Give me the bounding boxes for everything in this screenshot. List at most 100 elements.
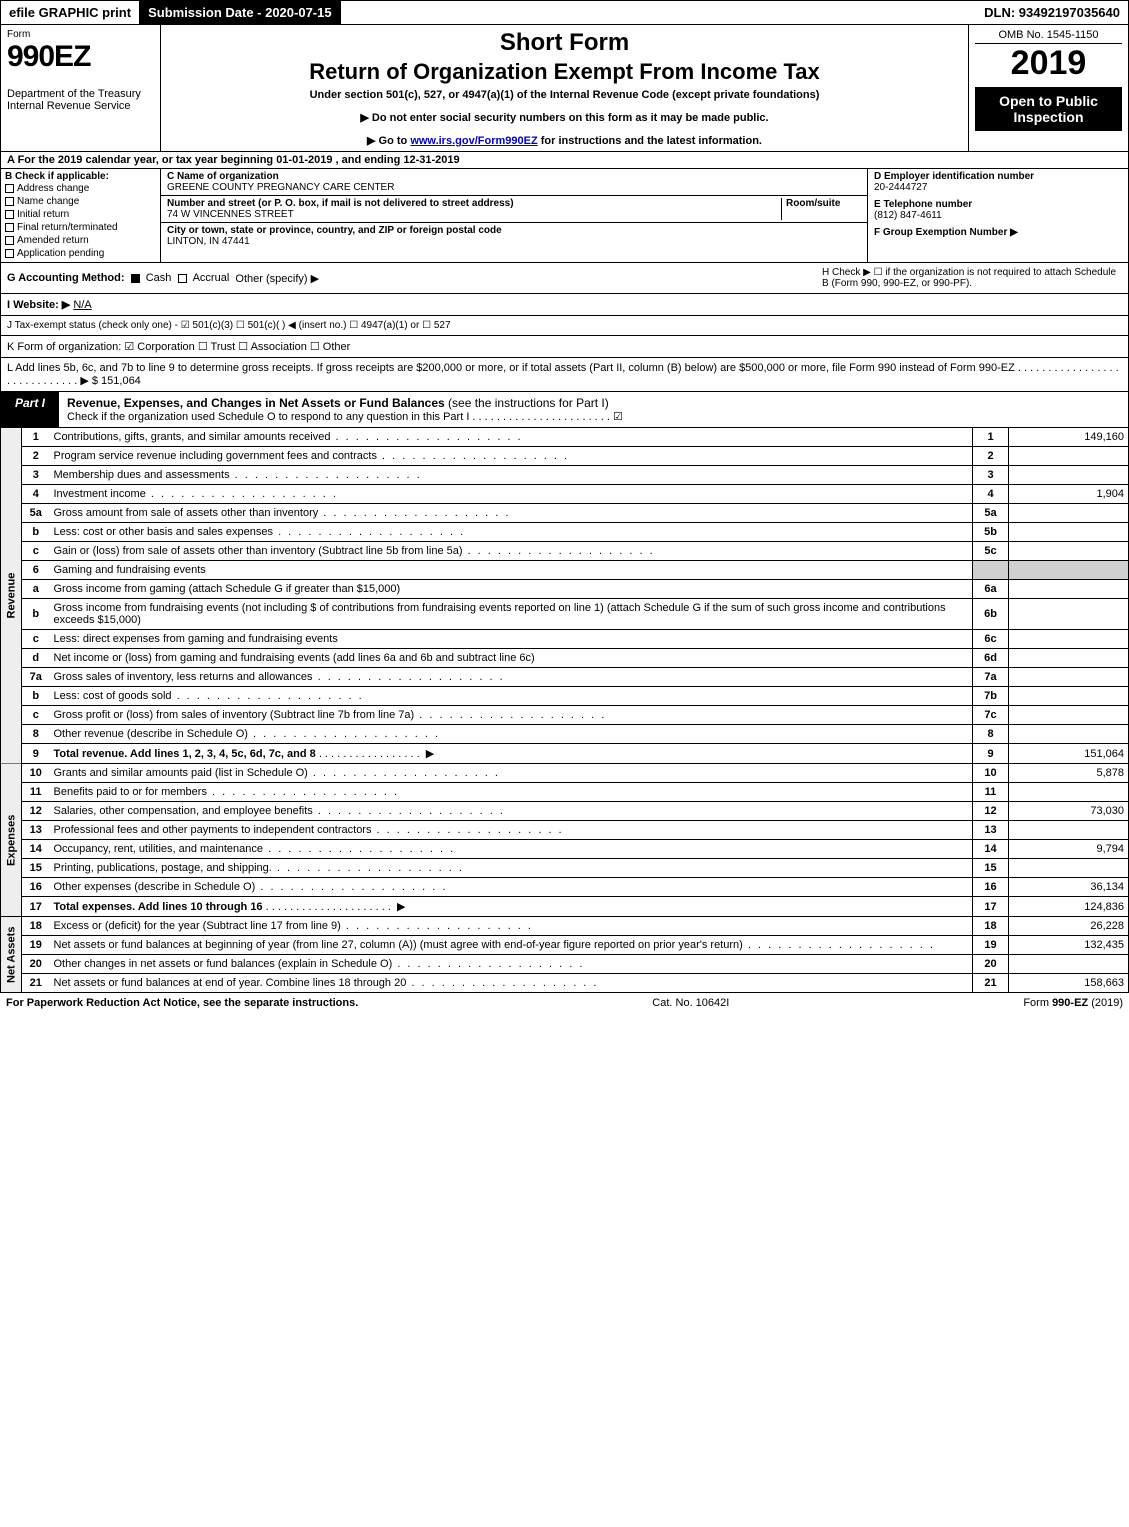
ck-name-change[interactable]: Name change — [5, 195, 156, 208]
line-19: 19Net assets or fund balances at beginni… — [1, 936, 1129, 955]
goto-line: ▶ Go to www.irs.gov/Form990EZ for instru… — [167, 134, 962, 147]
line-6b: bGross income from fundraising events (n… — [1, 599, 1129, 630]
line-7a: 7aGross sales of inventory, less returns… — [1, 668, 1129, 687]
ck-initial-return[interactable]: Initial return — [5, 208, 156, 221]
efile-print-label[interactable]: efile GRAPHIC print — [1, 1, 140, 24]
ck-amended-return[interactable]: Amended return — [5, 234, 156, 247]
part1-header: Part I Revenue, Expenses, and Changes in… — [0, 391, 1129, 428]
part1-title: Revenue, Expenses, and Changes in Net As… — [59, 392, 1128, 427]
group-exemption-label: F Group Exemption Number ▶ — [874, 227, 1122, 238]
org-name-label: C Name of organization — [167, 171, 279, 182]
footer-right: Form 990-EZ (2019) — [1023, 997, 1123, 1009]
return-title: Return of Organization Exempt From Incom… — [167, 59, 962, 85]
ck-cash[interactable] — [131, 274, 140, 283]
footer-left: For Paperwork Reduction Act Notice, see … — [6, 997, 358, 1009]
line-4: 4Investment income41,904 — [1, 485, 1129, 504]
line-21: 21Net assets or fund balances at end of … — [1, 974, 1129, 993]
line-17: 17Total expenses. Add lines 10 through 1… — [1, 897, 1129, 917]
city-label: City or town, state or province, country… — [167, 225, 502, 236]
tax-year: 2019 — [975, 44, 1122, 83]
row-l-gross-receipts: L Add lines 5b, 6c, and 7b to line 9 to … — [0, 357, 1129, 391]
dln-label: DLN: 93492197035640 — [976, 1, 1128, 24]
line-9: 9Total revenue. Add lines 1, 2, 3, 4, 5c… — [1, 744, 1129, 764]
omb-number: OMB No. 1545-1150 — [975, 29, 1122, 44]
form-number: 990EZ — [7, 40, 154, 74]
ck-final-return[interactable]: Final return/terminated — [5, 221, 156, 234]
line-20: 20Other changes in net assets or fund ba… — [1, 955, 1129, 974]
tel-label: E Telephone number — [874, 199, 1122, 210]
info-grid: B Check if applicable: Address change Na… — [0, 169, 1129, 262]
city-value: LINTON, IN 47441 — [167, 236, 250, 247]
ck-accrual[interactable] — [178, 274, 187, 283]
line-5c: cGain or (loss) from sale of assets othe… — [1, 542, 1129, 561]
submission-date: Submission Date - 2020-07-15 — [140, 1, 341, 24]
line-6c: cLess: direct expenses from gaming and f… — [1, 630, 1129, 649]
line-15: 15Printing, publications, postage, and s… — [1, 859, 1129, 878]
line-16: 16Other expenses (describe in Schedule O… — [1, 878, 1129, 897]
part1-tag: Part I — [1, 392, 59, 427]
header-right: OMB No. 1545-1150 2019 Open to Public In… — [968, 25, 1128, 151]
under-section: Under section 501(c), 527, or 4947(a)(1)… — [167, 89, 962, 101]
cash-label: Cash — [146, 272, 172, 284]
top-bar: efile GRAPHIC print Submission Date - 20… — [0, 0, 1129, 25]
form-word: Form — [7, 29, 154, 40]
row-k-form-org: K Form of organization: ☑ Corporation ☐ … — [0, 335, 1129, 357]
street-label: Number and street (or P. O. box, if mail… — [167, 198, 514, 209]
line-6a: aGross income from gaming (attach Schedu… — [1, 580, 1129, 599]
dept-irs: Internal Revenue Service — [7, 100, 154, 112]
header-center: Short Form Return of Organization Exempt… — [161, 25, 968, 151]
goto-pre: ▶ Go to — [367, 135, 410, 147]
short-form-title: Short Form — [167, 29, 962, 57]
line-2: 2Program service revenue including gover… — [1, 447, 1129, 466]
line-13: 13Professional fees and other payments t… — [1, 821, 1129, 840]
line-8: 8Other revenue (describe in Schedule O)8 — [1, 725, 1129, 744]
line-7b: bLess: cost of goods sold7b — [1, 687, 1129, 706]
line-6d: dNet income or (loss) from gaming and fu… — [1, 649, 1129, 668]
cell-city: City or town, state or province, country… — [161, 223, 867, 249]
ck-application-pending[interactable]: Application pending — [5, 247, 156, 260]
col-d-right: D Employer identification number 20-2444… — [868, 169, 1128, 262]
ein-value: 20-2444727 — [874, 182, 1122, 193]
line-7c: cGross profit or (loss) from sales of in… — [1, 706, 1129, 725]
line-6: 6Gaming and fundraising events — [1, 561, 1129, 580]
row-a-taxyear: A For the 2019 calendar year, or tax yea… — [0, 152, 1129, 169]
header-left: Form 990EZ Department of the Treasury In… — [1, 25, 161, 151]
col-c-org-info: C Name of organization GREENE COUNTY PRE… — [161, 169, 868, 262]
goto-post: for instructions and the latest informat… — [538, 135, 762, 147]
form-header: Form 990EZ Department of the Treasury In… — [0, 25, 1129, 152]
irs-link[interactable]: www.irs.gov/Form990EZ — [410, 135, 537, 147]
ck-address-change[interactable]: Address change — [5, 182, 156, 195]
row-i-website: I Website: ▶ N/A — [0, 293, 1129, 315]
street-value: 74 W VINCENNES STREET — [167, 209, 294, 220]
revenue-side-label: Revenue — [1, 428, 22, 764]
expenses-side-label: Expenses — [1, 764, 22, 917]
line-12: 12Salaries, other compensation, and empl… — [1, 802, 1129, 821]
page-footer: For Paperwork Reduction Act Notice, see … — [0, 993, 1129, 1013]
line-11: 11Benefits paid to or for members11 — [1, 783, 1129, 802]
line-10: Expenses 10Grants and similar amounts pa… — [1, 764, 1129, 783]
dept-treasury: Department of the Treasury — [7, 88, 154, 100]
line-18: Net Assets 18Excess or (deficit) for the… — [1, 917, 1129, 936]
part1-sub: Check if the organization used Schedule … — [67, 410, 1120, 423]
accrual-label: Accrual — [193, 272, 230, 284]
line-14: 14Occupancy, rent, utilities, and mainte… — [1, 840, 1129, 859]
lines-table: Revenue 1Contributions, gifts, grants, a… — [0, 428, 1129, 993]
other-label: Other (specify) ▶ — [235, 272, 319, 285]
line-1: Revenue 1Contributions, gifts, grants, a… — [1, 428, 1129, 447]
ssn-warning: ▶ Do not enter social security numbers o… — [167, 111, 962, 124]
col-b-checkboxes: B Check if applicable: Address change Na… — [1, 169, 161, 262]
line-3: 3Membership dues and assessments3 — [1, 466, 1129, 485]
line-5a: 5aGross amount from sale of assets other… — [1, 504, 1129, 523]
cell-street: Number and street (or P. O. box, if mail… — [161, 196, 867, 223]
tel-value: (812) 847-4611 — [874, 210, 1122, 221]
website-value: N/A — [73, 299, 91, 311]
netassets-side-label: Net Assets — [1, 917, 22, 993]
cell-org-name: C Name of organization GREENE COUNTY PRE… — [161, 169, 867, 196]
row-g-accounting: G Accounting Method: Cash Accrual Other … — [0, 262, 1129, 293]
room-label: Room/suite — [786, 198, 840, 209]
ein-label: D Employer identification number — [874, 171, 1122, 182]
g-label: G Accounting Method: — [7, 272, 125, 284]
line-5b: bLess: cost or other basis and sales exp… — [1, 523, 1129, 542]
row-h-schedule-b: H Check ▶ ☐ if the organization is not r… — [822, 267, 1122, 289]
open-to-public: Open to Public Inspection — [975, 87, 1122, 131]
